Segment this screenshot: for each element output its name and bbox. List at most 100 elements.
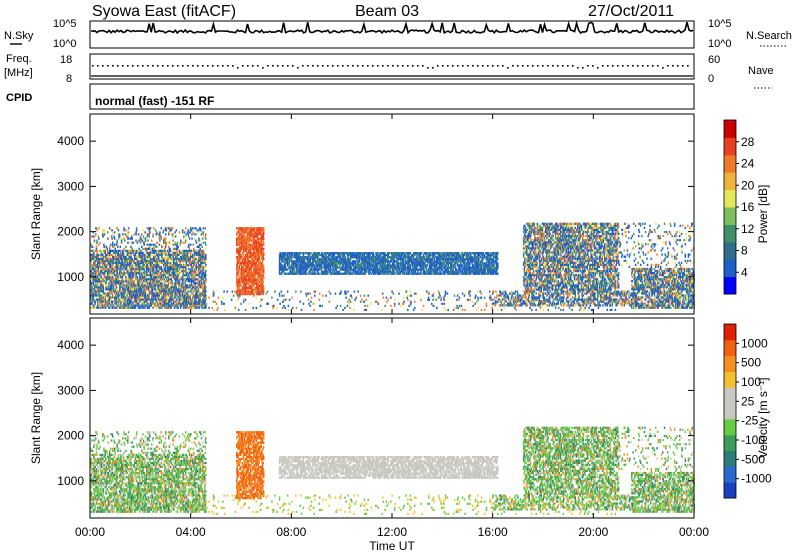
power-cell (241, 288, 243, 292)
power-cell (96, 284, 98, 287)
power-cell (288, 266, 291, 269)
power-cell (280, 266, 282, 269)
power-cell (174, 266, 176, 269)
power-cell (94, 249, 96, 252)
power-cell (103, 233, 106, 236)
power-cell (173, 290, 175, 293)
power-cell (164, 276, 167, 279)
power-cell (94, 261, 96, 265)
power-cell (203, 266, 205, 269)
power-cell (193, 237, 196, 240)
power-cell (307, 258, 310, 261)
power-cell (317, 266, 319, 269)
power-cell (157, 296, 160, 299)
power-cell (137, 255, 139, 259)
power-cell (302, 254, 305, 257)
power-cell (338, 252, 340, 255)
power-cell (203, 270, 206, 273)
power-cell (192, 304, 195, 307)
power-cell (298, 260, 301, 263)
power-cell (199, 239, 201, 242)
power-cell (152, 296, 155, 299)
power-cell (190, 284, 193, 287)
power-cell (286, 254, 289, 257)
power-cell (164, 290, 166, 293)
power-cell (150, 298, 152, 301)
power-cell (122, 294, 124, 297)
power-cell (152, 270, 155, 273)
power-cell (106, 253, 108, 256)
freq-dot (372, 65, 374, 67)
power-cell (182, 272, 184, 275)
power-cell (191, 288, 193, 291)
power-cell (143, 288, 145, 291)
power-cell (141, 268, 144, 271)
power-cell (259, 253, 262, 257)
power-cell (199, 296, 201, 299)
power-cell (202, 261, 205, 265)
freq-dot (127, 65, 129, 67)
power-cell (239, 282, 242, 285)
power-cell (127, 241, 130, 244)
power-cell (105, 292, 107, 295)
power-cell (176, 247, 179, 250)
power-cell (107, 304, 110, 307)
freq-dot (302, 65, 304, 67)
power-cell (139, 251, 142, 254)
power-cell (137, 292, 139, 295)
power-cell (250, 293, 252, 296)
power-cell (125, 280, 128, 283)
power-cell (200, 261, 202, 265)
power-cell (253, 251, 256, 255)
power-cell (178, 231, 181, 234)
power-cell (242, 245, 244, 248)
power-cell (249, 274, 251, 277)
freq-dot (632, 65, 634, 67)
power-cell (96, 300, 99, 303)
power-cell (164, 255, 166, 259)
power-cell (129, 264, 132, 267)
power-cell (205, 253, 207, 256)
power-cell (111, 259, 113, 263)
freq-label-2: [MHz] (4, 67, 33, 79)
power-cell (113, 306, 115, 309)
power-cell (248, 233, 251, 236)
power-cell (131, 270, 133, 273)
power-cell (237, 278, 239, 281)
power-cell (151, 288, 154, 291)
power-cell (202, 292, 205, 295)
power-cell (117, 298, 119, 301)
freq-dot (657, 65, 659, 67)
power-cell (137, 302, 140, 305)
power-cell (237, 282, 240, 285)
power-cell (106, 247, 108, 250)
power-cell (239, 288, 241, 292)
power-cell (200, 243, 202, 246)
power-cell (201, 274, 203, 277)
power-cell (251, 280, 253, 283)
power-cell (131, 257, 133, 261)
power-cell (332, 260, 335, 263)
power-cell (97, 261, 99, 265)
power-cell (293, 264, 296, 267)
power-cell (245, 266, 247, 269)
freq-dot (242, 65, 244, 67)
power-cell (110, 276, 113, 279)
power-cell (197, 294, 200, 297)
freq-dot (427, 67, 429, 69)
power-cell (325, 258, 328, 261)
power-cell (94, 300, 96, 303)
power-cell (176, 243, 178, 246)
power-cell (90, 292, 92, 295)
power-cell (126, 296, 128, 299)
power-cell (148, 233, 150, 236)
power-cell (166, 284, 168, 287)
power-cell (112, 270, 115, 273)
power-cell (115, 243, 118, 246)
power-cell (117, 280, 120, 283)
power-cell (127, 264, 130, 267)
power-cell (170, 300, 172, 303)
freq-dot (622, 65, 624, 67)
power-cell (288, 262, 290, 265)
power-cell (171, 227, 174, 230)
